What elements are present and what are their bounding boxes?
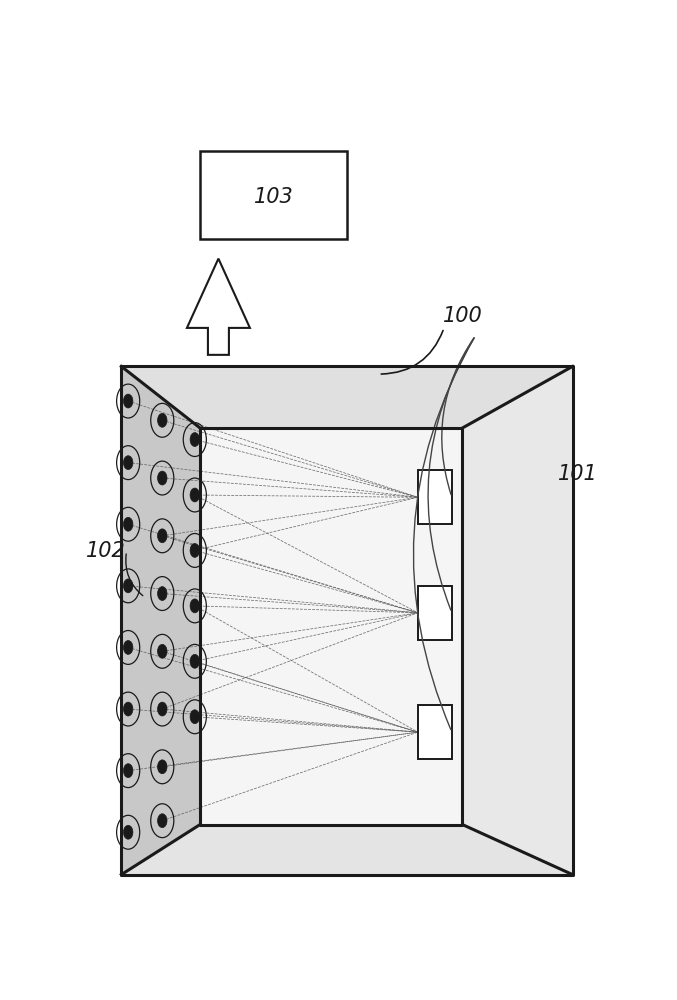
Text: 103: 103 [254, 187, 293, 207]
Circle shape [190, 433, 200, 446]
Circle shape [123, 394, 133, 408]
Circle shape [190, 654, 200, 668]
FancyBboxPatch shape [418, 470, 452, 524]
Circle shape [123, 764, 133, 778]
Circle shape [190, 488, 200, 502]
Text: 102: 102 [86, 541, 125, 561]
Polygon shape [121, 366, 200, 875]
Polygon shape [121, 366, 573, 428]
FancyBboxPatch shape [200, 151, 347, 239]
FancyArrowPatch shape [428, 338, 474, 610]
FancyArrowPatch shape [126, 554, 143, 596]
Circle shape [190, 544, 200, 557]
FancyArrowPatch shape [414, 338, 474, 730]
Circle shape [123, 825, 133, 839]
Polygon shape [121, 825, 573, 875]
Circle shape [158, 587, 167, 600]
FancyArrowPatch shape [381, 331, 443, 374]
Circle shape [158, 644, 167, 658]
Circle shape [158, 814, 167, 828]
Circle shape [123, 641, 133, 654]
Text: 101: 101 [558, 464, 598, 484]
Circle shape [158, 471, 167, 485]
Circle shape [158, 529, 167, 543]
Circle shape [158, 413, 167, 427]
Polygon shape [462, 366, 573, 875]
Circle shape [123, 456, 133, 470]
Circle shape [158, 760, 167, 774]
FancyArrowPatch shape [442, 338, 474, 495]
Circle shape [190, 710, 200, 724]
FancyBboxPatch shape [418, 705, 452, 759]
Circle shape [158, 702, 167, 716]
Circle shape [190, 599, 200, 613]
Polygon shape [200, 428, 462, 825]
Circle shape [123, 579, 133, 593]
Text: 100: 100 [443, 306, 482, 326]
FancyBboxPatch shape [418, 586, 452, 640]
Circle shape [123, 517, 133, 531]
Circle shape [123, 702, 133, 716]
